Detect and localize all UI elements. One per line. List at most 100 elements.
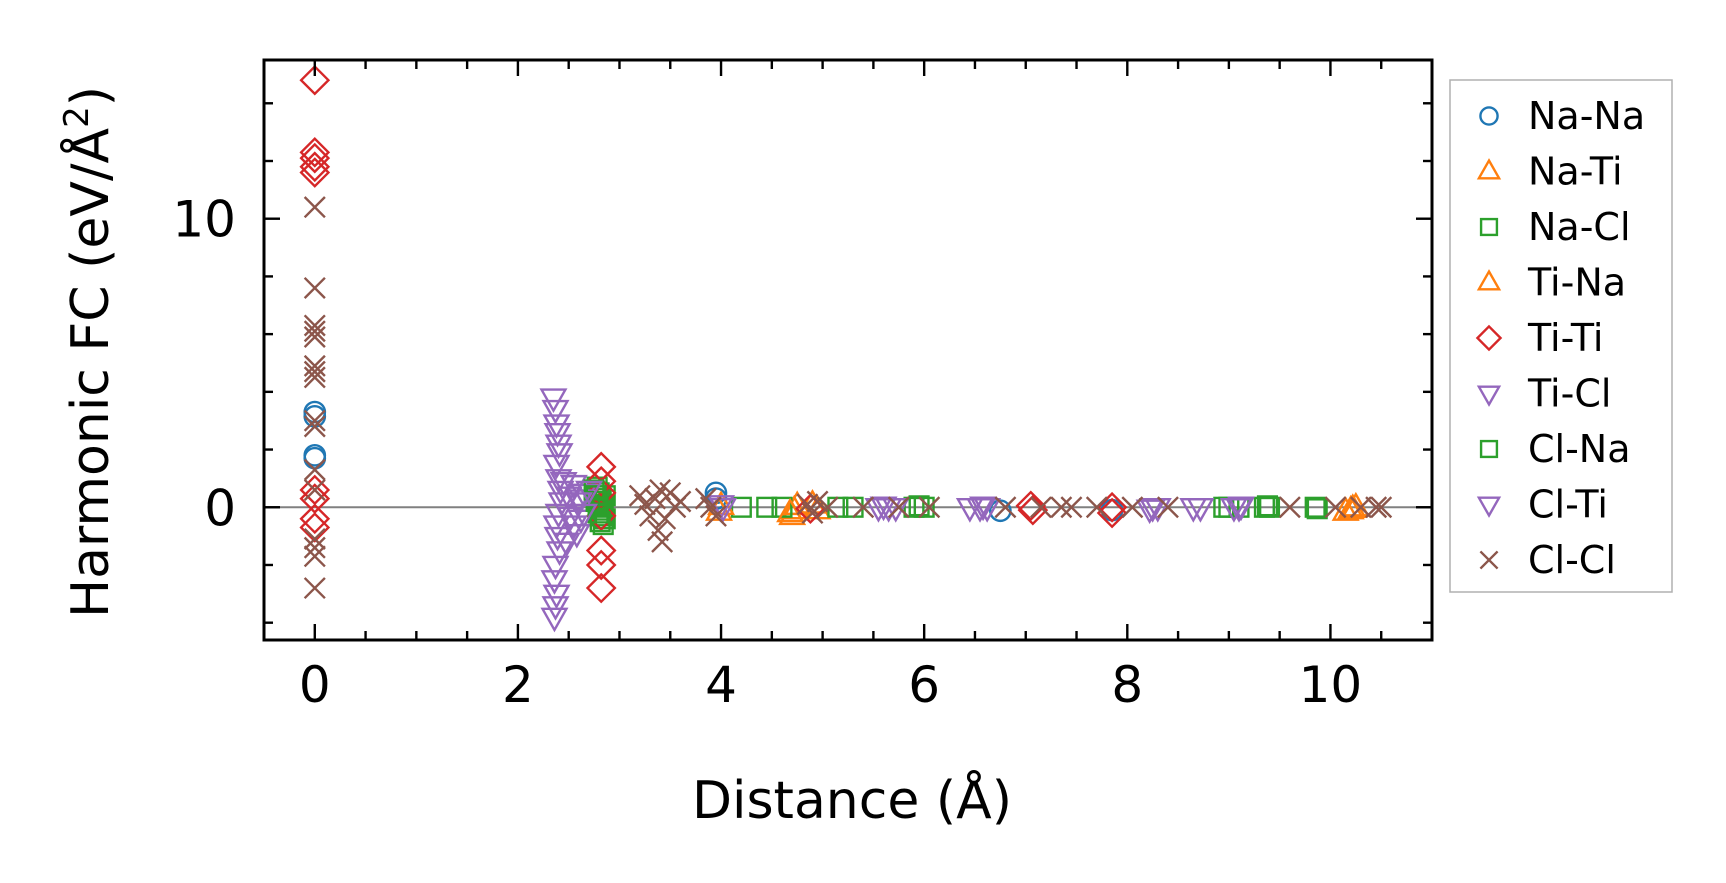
point-cl-cl (704, 504, 727, 527)
point-na-na (303, 405, 327, 428)
legend-item-ti-ti: Ti-Ti (1475, 316, 1603, 360)
point-ti-ti (585, 477, 617, 509)
point-cl-ti (1227, 496, 1256, 522)
point-cl-cl (647, 519, 670, 542)
point-cl-cl (303, 536, 326, 559)
point-cl-cl (303, 409, 326, 432)
legend-label: Ti-Na (1527, 261, 1626, 305)
point-cl-ti (709, 498, 738, 523)
point-cl-ti (569, 503, 598, 529)
legend-marker-cl-ti (1476, 496, 1502, 518)
point-cl-cl (669, 490, 692, 513)
point-cl-cl (1370, 496, 1393, 519)
x-tick-label: 6 (908, 656, 940, 714)
plot-frame (262, 58, 1434, 642)
legend-label: Cl-Na (1528, 427, 1631, 471)
point-cl-cl (1050, 496, 1073, 519)
point-ti-ti (299, 503, 331, 535)
point-na-cl (756, 496, 778, 518)
point-cl-cl (806, 490, 829, 513)
point-cl-na (587, 496, 609, 518)
point-cl-cl (852, 496, 875, 519)
point-ti-cl (541, 399, 570, 425)
point-na-cl (913, 496, 935, 518)
point-cl-ti (559, 515, 588, 541)
point-cl-cl (1324, 496, 1347, 519)
y-axis-label-main: Harmonic FC (eV/Å (59, 127, 121, 618)
point-cl-cl (303, 415, 326, 438)
point-cl-cl (303, 314, 326, 337)
point-cl-cl (303, 320, 326, 343)
legend-marker-cl-cl (1479, 550, 1499, 570)
x-axis-label: Distance (Å) (692, 769, 1012, 831)
x-tick-label: 0 (299, 656, 331, 714)
x-tick-label: 10 (1299, 656, 1363, 714)
point-ti-ti (1015, 490, 1047, 522)
point-cl-cl (1349, 496, 1372, 519)
point-na-ti (1331, 496, 1360, 521)
legend-item-ti-cl: Ti-Cl (1476, 372, 1611, 416)
series-ti-ti (299, 64, 1128, 604)
legend-item-cl-na: Cl-Na (1479, 427, 1631, 471)
point-ti-ti (299, 136, 331, 168)
point-cl-cl (651, 530, 674, 553)
legend-marker-na-cl (1479, 217, 1499, 237)
point-cl-ti (574, 480, 604, 506)
point-ti-ti (299, 151, 331, 183)
series-cl-ti (549, 472, 1256, 558)
legend-item-cl-cl: Cl-Cl (1479, 538, 1616, 582)
point-ti-cl (1186, 498, 1215, 523)
point-ti-cl (1143, 498, 1172, 523)
axes: 0 2 4 6 8 10 0 10 (172, 58, 1434, 714)
x-tick-label: 2 (502, 656, 534, 714)
point-cl-ti (554, 486, 583, 512)
point-na-cl (1258, 496, 1281, 518)
point-ti-ti (1096, 497, 1128, 529)
point-cl-ti (549, 472, 578, 497)
point-cl-cl (303, 366, 326, 389)
point-cl-cl (303, 577, 326, 600)
point-cl-cl (887, 496, 910, 519)
legend-marker-ti-ti (1475, 324, 1503, 352)
point-ti-cl (543, 526, 572, 552)
series-cl-cl (303, 196, 1393, 600)
y-tick-label: 10 (172, 191, 236, 249)
legend: Na-Na Na-Ti Na-Cl Ti-Na Ti-Ti Ti-Cl Cl-Na Cl-Ti… (1449, 79, 1673, 593)
legend-label: Na-Ti (1528, 150, 1623, 194)
point-cl-na (1306, 498, 1328, 520)
point-ti-cl (973, 498, 1002, 523)
point-ti-ti (585, 549, 617, 581)
y-tick-label: 0 (204, 479, 236, 537)
y-axis-label-sup: 2 (57, 106, 97, 128)
legend-marker-ti-cl (1476, 385, 1502, 407)
legend-label: Na-Na (1528, 94, 1645, 138)
point-ti-cl (562, 523, 591, 549)
point-ti-na (776, 497, 805, 523)
point-cl-cl (303, 458, 326, 481)
legend-label: Cl-Cl (1528, 538, 1616, 582)
point-cl-na (589, 511, 611, 533)
point-cl-ti (552, 532, 581, 558)
legend-label: Ti-Ti (1527, 316, 1603, 360)
x-tick-label: 4 (705, 656, 737, 714)
point-cl-cl (1085, 496, 1108, 519)
legend-item-na-na: Na-Na (1479, 94, 1645, 138)
point-cl-cl (1029, 496, 1052, 519)
point-cl-cl (918, 496, 941, 519)
point-cl-cl (303, 196, 326, 219)
point-cl-ti (969, 496, 998, 522)
point-cl-cl (303, 478, 326, 501)
point-cl-cl (1060, 496, 1083, 519)
point-cl-cl (303, 354, 326, 377)
y-axis-label-close: ) (61, 86, 121, 106)
y-axis-label: Harmonic FC (eV/Å2) (57, 86, 121, 618)
point-ti-cl (544, 434, 573, 460)
point-cl-ti (556, 506, 585, 532)
legend-item-na-cl: Na-Cl (1479, 205, 1631, 249)
point-cl-cl (1278, 496, 1301, 519)
point-na-cl (1304, 496, 1326, 518)
point-ti-ti (585, 572, 617, 604)
point-ti-ti (299, 512, 331, 543)
legend-label: Na-Cl (1528, 205, 1631, 249)
legend-marker-cl-na (1479, 439, 1499, 459)
